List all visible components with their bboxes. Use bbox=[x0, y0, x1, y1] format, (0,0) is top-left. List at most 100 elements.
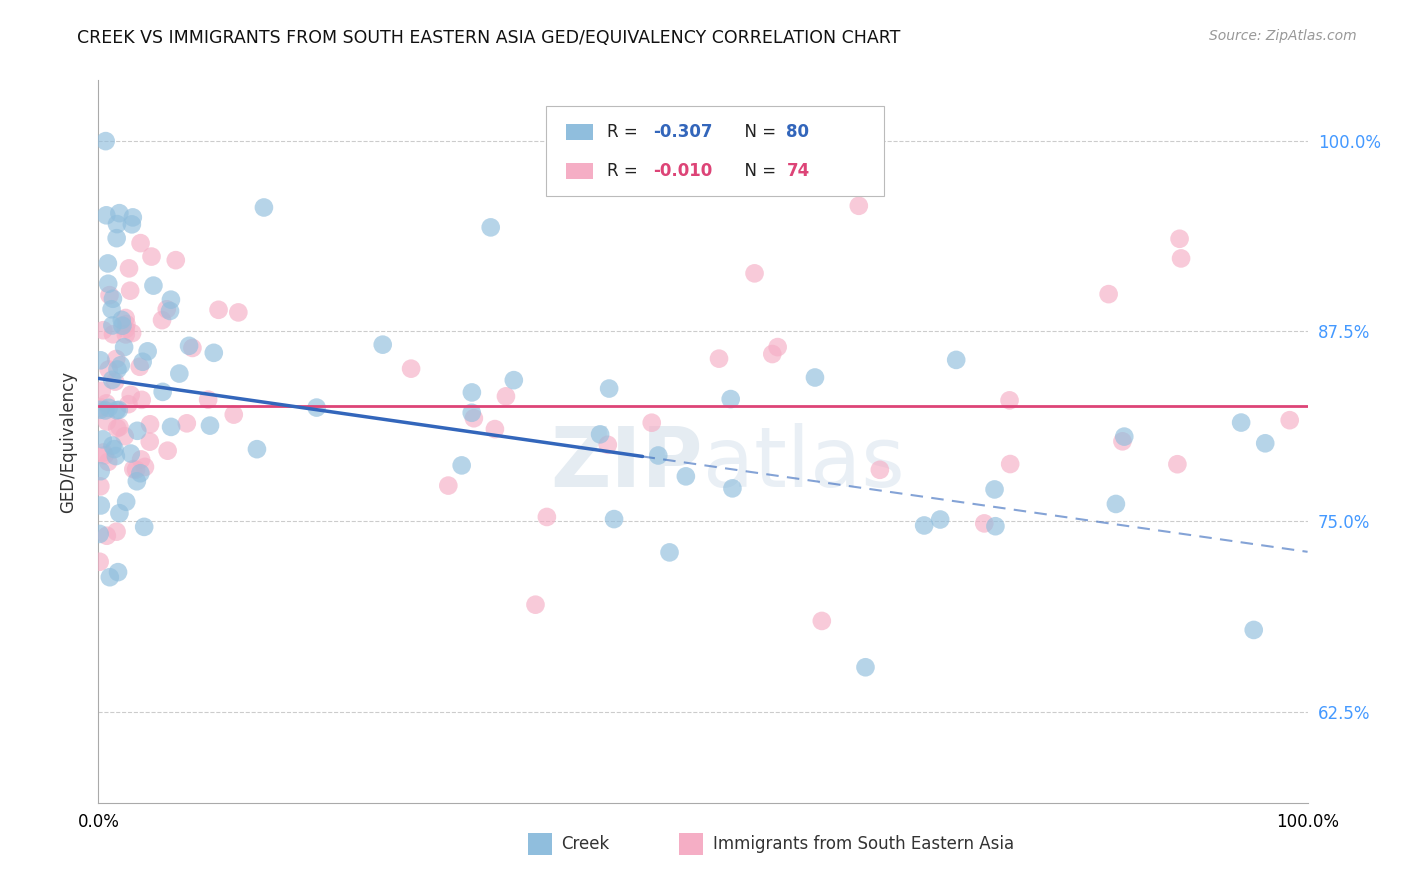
Point bbox=[998, 457, 1021, 471]
Point bbox=[118, 261, 141, 276]
Point bbox=[461, 406, 484, 420]
Text: Creek: Creek bbox=[561, 835, 610, 853]
Point bbox=[105, 351, 128, 366]
Point bbox=[869, 463, 891, 477]
Point bbox=[855, 660, 877, 674]
Point bbox=[169, 367, 191, 381]
Point bbox=[129, 452, 152, 467]
Point bbox=[129, 467, 152, 481]
Point bbox=[97, 277, 120, 291]
Point bbox=[912, 518, 935, 533]
Point bbox=[744, 266, 766, 280]
Bar bbox=[567, 162, 593, 178]
Point bbox=[98, 288, 121, 302]
Point bbox=[207, 302, 229, 317]
Point bbox=[1166, 457, 1188, 471]
Point bbox=[111, 313, 134, 327]
Point bbox=[181, 341, 204, 355]
Point bbox=[502, 373, 524, 387]
Point bbox=[96, 415, 118, 429]
Point bbox=[371, 337, 394, 351]
Text: N =: N = bbox=[734, 161, 782, 179]
Point bbox=[120, 446, 142, 460]
Point bbox=[112, 340, 135, 354]
Point bbox=[91, 323, 114, 337]
Text: Immigrants from South Eastern Asia: Immigrants from South Eastern Asia bbox=[713, 835, 1014, 853]
Point bbox=[111, 318, 134, 333]
Point bbox=[96, 529, 118, 543]
Point bbox=[998, 393, 1021, 408]
Point bbox=[160, 420, 183, 434]
Point bbox=[89, 479, 111, 493]
Point bbox=[91, 433, 114, 447]
Point bbox=[101, 327, 124, 342]
Point bbox=[108, 420, 131, 434]
Point bbox=[121, 211, 143, 225]
Point bbox=[720, 392, 742, 406]
Point bbox=[107, 565, 129, 579]
Point bbox=[159, 304, 181, 318]
Point bbox=[97, 256, 120, 270]
Point bbox=[142, 278, 165, 293]
Point bbox=[766, 340, 789, 354]
Point bbox=[198, 418, 221, 433]
Point bbox=[114, 327, 136, 342]
Point bbox=[97, 401, 120, 415]
Point bbox=[90, 401, 112, 415]
Text: -0.010: -0.010 bbox=[654, 161, 713, 179]
Point bbox=[973, 516, 995, 531]
Point bbox=[150, 313, 173, 327]
Point bbox=[228, 305, 250, 319]
Point bbox=[675, 469, 697, 483]
Point bbox=[463, 411, 485, 425]
Point bbox=[603, 512, 626, 526]
Point bbox=[101, 292, 124, 306]
Text: Source: ZipAtlas.com: Source: ZipAtlas.com bbox=[1209, 29, 1357, 43]
Text: CREEK VS IMMIGRANTS FROM SOUTH EASTERN ASIA GED/EQUIVALENCY CORRELATION CHART: CREEK VS IMMIGRANTS FROM SOUTH EASTERN A… bbox=[77, 29, 901, 46]
Point bbox=[125, 475, 148, 489]
Point bbox=[131, 355, 153, 369]
Point bbox=[1254, 436, 1277, 450]
Bar bbox=[527, 833, 553, 855]
Point bbox=[121, 218, 143, 232]
Point bbox=[105, 524, 128, 539]
Point bbox=[983, 483, 1005, 497]
Point bbox=[101, 373, 124, 387]
Text: N =: N = bbox=[734, 123, 782, 142]
Point bbox=[156, 302, 179, 317]
Point bbox=[134, 520, 156, 534]
Point bbox=[117, 397, 139, 411]
Point bbox=[139, 434, 162, 449]
Point bbox=[658, 545, 681, 559]
Point bbox=[156, 443, 179, 458]
Point bbox=[165, 253, 187, 268]
Text: 80: 80 bbox=[786, 123, 810, 142]
Point bbox=[139, 417, 162, 432]
Point bbox=[484, 422, 506, 436]
Point bbox=[97, 362, 120, 376]
Point bbox=[96, 208, 118, 222]
Point bbox=[131, 392, 153, 407]
Point bbox=[152, 384, 174, 399]
Point bbox=[461, 385, 484, 400]
Text: ZIP: ZIP bbox=[551, 423, 703, 504]
FancyBboxPatch shape bbox=[546, 105, 884, 196]
Point bbox=[114, 429, 136, 443]
Text: -0.307: -0.307 bbox=[654, 123, 713, 142]
Point bbox=[105, 217, 128, 231]
Point bbox=[105, 231, 128, 245]
Point bbox=[101, 438, 124, 452]
Point bbox=[1170, 252, 1192, 266]
Point bbox=[127, 424, 149, 438]
Point bbox=[134, 459, 156, 474]
Point bbox=[89, 555, 111, 569]
Point bbox=[90, 499, 112, 513]
Point bbox=[1278, 413, 1301, 427]
Point bbox=[804, 370, 827, 384]
Point bbox=[707, 351, 730, 366]
Point bbox=[598, 382, 620, 396]
Point bbox=[984, 519, 1007, 533]
Point bbox=[94, 403, 117, 417]
Point bbox=[305, 401, 328, 415]
Point bbox=[596, 438, 619, 452]
